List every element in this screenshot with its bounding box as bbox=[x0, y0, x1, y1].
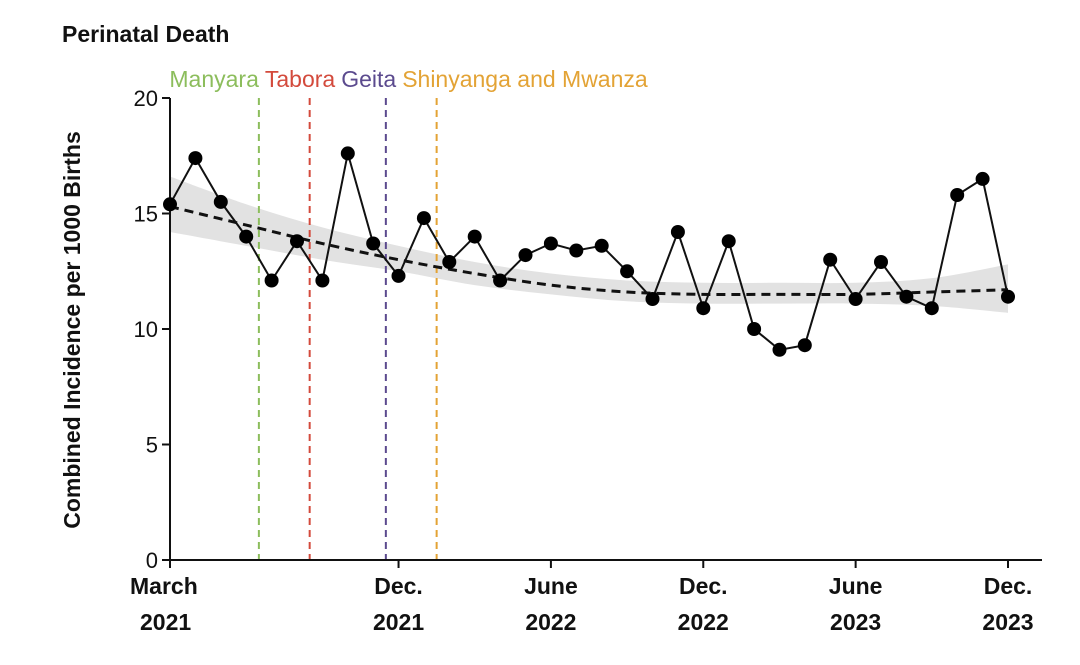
y-tick-label: 15 bbox=[134, 202, 158, 227]
data-point bbox=[442, 255, 457, 269]
data-point bbox=[290, 234, 304, 249]
data-point bbox=[239, 229, 254, 244]
y-tick-label: 10 bbox=[134, 317, 158, 342]
y-axis-label: Combined Incidence per 1000 Births bbox=[59, 131, 85, 529]
data-point bbox=[569, 243, 584, 258]
region-labels: Manyara Tabora Geita Shinyanga and Mwanza bbox=[169, 66, 648, 92]
data-point bbox=[874, 255, 888, 269]
data-point bbox=[594, 238, 609, 253]
x-tick-label: 2021 bbox=[140, 609, 191, 635]
x-tick-label: 2021 bbox=[373, 609, 424, 635]
x-tick-label: 2022 bbox=[678, 609, 729, 635]
y-tick-label: 0 bbox=[146, 548, 158, 573]
data-point bbox=[670, 225, 685, 239]
series-line bbox=[169, 153, 1009, 351]
data-point bbox=[391, 268, 406, 283]
data-point bbox=[264, 273, 279, 288]
trend-line-path bbox=[169, 205, 1009, 297]
region-lines bbox=[257, 98, 438, 560]
region-label-manyara: Manyara bbox=[169, 66, 259, 92]
data-point bbox=[899, 289, 914, 304]
x-tick-label: June bbox=[524, 573, 578, 599]
x-tick-label: 2022 bbox=[525, 609, 576, 635]
data-point bbox=[950, 188, 965, 202]
x-tick-label: 2023 bbox=[982, 609, 1033, 635]
chart-title: Perinatal Death bbox=[62, 21, 229, 47]
x-tick-label: 2023 bbox=[830, 609, 881, 635]
confidence-band bbox=[170, 176, 1008, 313]
data-point bbox=[366, 236, 381, 251]
data-point bbox=[518, 248, 533, 263]
data-point bbox=[493, 273, 508, 288]
data-point bbox=[823, 252, 838, 267]
x-tick-label: June bbox=[829, 573, 883, 599]
data-point bbox=[721, 234, 736, 249]
trend-line bbox=[169, 205, 1009, 297]
y-tick-label: 20 bbox=[134, 86, 158, 111]
data-point bbox=[467, 229, 482, 244]
x-tick-label: March bbox=[130, 573, 198, 599]
x-tick-label: Dec. bbox=[984, 573, 1033, 599]
data-point bbox=[797, 338, 812, 353]
confidence-band-area bbox=[170, 176, 1008, 313]
data-point bbox=[696, 301, 711, 316]
data-point bbox=[848, 292, 863, 306]
data-point bbox=[188, 151, 203, 166]
region-label-geita: Geita bbox=[341, 66, 396, 92]
data-point bbox=[924, 301, 939, 316]
region-label-tabora: Tabora bbox=[265, 66, 336, 92]
data-point bbox=[543, 236, 558, 251]
data-point bbox=[1001, 289, 1015, 304]
axes: 0 5 10 15 20 March 2021 Dec. 2021 June 2022 Dec. 202… bbox=[130, 86, 1042, 635]
data-point bbox=[416, 211, 431, 226]
data-series bbox=[163, 146, 1015, 357]
data-point bbox=[975, 171, 990, 186]
data-point bbox=[772, 342, 787, 357]
data-point bbox=[315, 273, 330, 288]
data-point bbox=[163, 197, 177, 212]
data-point bbox=[213, 194, 228, 209]
y-tick-label: 5 bbox=[146, 433, 158, 458]
data-point bbox=[747, 322, 762, 336]
data-point bbox=[340, 146, 355, 161]
x-tick-label: Dec. bbox=[374, 573, 423, 599]
x-tick-label: Dec. bbox=[679, 573, 728, 599]
data-point bbox=[645, 292, 660, 306]
region-label-shinyanga-and-mwanza: Shinyanga and Mwanza bbox=[402, 66, 648, 92]
data-point bbox=[620, 264, 635, 279]
